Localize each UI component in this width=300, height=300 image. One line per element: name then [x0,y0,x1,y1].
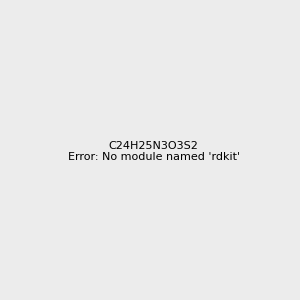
Text: C24H25N3O3S2
Error: No module named 'rdkit': C24H25N3O3S2 Error: No module named 'rdk… [68,141,240,162]
